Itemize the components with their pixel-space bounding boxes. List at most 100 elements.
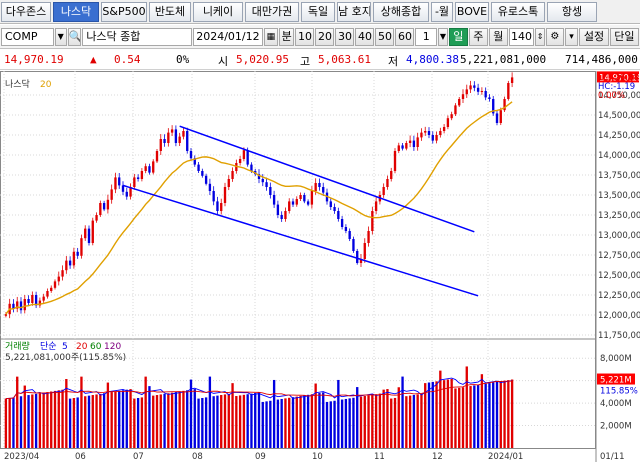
candle-body	[288, 201, 291, 211]
tab-7[interactable]: 남 호지	[337, 1, 371, 22]
candle-body	[148, 166, 151, 173]
volume-bar	[503, 380, 506, 448]
current-price-tag	[597, 71, 639, 83]
volume-bar	[276, 399, 280, 448]
high-value: 5,063.61	[318, 53, 371, 66]
price-pct-label: 0.00%	[598, 91, 625, 101]
volume-value-line: 5,221,081,000주(115.85%)	[5, 352, 126, 363]
volume-bar	[246, 394, 249, 448]
tab-4[interactable]: 니케이	[193, 1, 243, 22]
volume-tick-label: 8,000M	[600, 354, 632, 364]
volume-bar	[76, 397, 79, 448]
period-button-60[interactable]: 60	[395, 27, 415, 46]
candle-body	[314, 183, 317, 191]
period-type-button-0[interactable]: 일	[448, 27, 468, 46]
volume-bar	[204, 397, 208, 448]
volume-ma20-line	[5, 380, 513, 400]
volume-bar	[106, 382, 110, 448]
volume-legend-ma-5: 5	[62, 342, 68, 352]
period-button-50[interactable]: 50	[375, 27, 395, 46]
candle-body	[140, 171, 144, 179]
price-tick-label: 13,500,00	[598, 191, 640, 201]
candle-body	[465, 89, 468, 95]
volume-bar	[348, 398, 351, 448]
volume-bar	[469, 386, 472, 448]
candle-body	[280, 215, 283, 219]
volume-bar	[488, 383, 491, 448]
minute-button[interactable]: 분	[278, 27, 295, 46]
candle-body	[174, 129, 178, 143]
volume-bar	[442, 380, 446, 448]
volume-bar	[299, 395, 302, 448]
candle-body	[499, 110, 502, 123]
tab-8[interactable]: 상해종합	[373, 1, 429, 22]
candle-body	[348, 231, 351, 239]
count-text: 140	[511, 29, 532, 43]
candle-body	[480, 91, 484, 92]
tab-2[interactable]: S&P500	[101, 1, 147, 22]
tab-0[interactable]: 다우존스	[1, 1, 51, 22]
calendar-icon[interactable]: ▦	[264, 27, 278, 46]
volume-bar	[114, 391, 117, 448]
tab-6[interactable]: 독일	[301, 1, 335, 22]
price-volume-chart[interactable]: 14,750,00 14,500,00 14,250,00 14,000,00 13,7…	[0, 71, 640, 462]
volume-bar	[405, 396, 408, 448]
period-button-10[interactable]: 10	[295, 27, 315, 46]
volume-bar	[148, 386, 151, 448]
count-stepper-icon[interactable]: ⇕	[535, 27, 546, 46]
one-field[interactable]: 1	[415, 27, 437, 46]
period-button-30[interactable]: 30	[335, 27, 355, 46]
candle-body	[469, 85, 472, 90]
symbol-dropdown-icon[interactable]: ▼	[54, 27, 67, 46]
volume-bar	[152, 395, 155, 448]
one-dropdown-icon[interactable]: ▼	[437, 27, 448, 46]
volume-bar	[344, 398, 348, 448]
candle-body	[333, 207, 336, 211]
volume-bar	[178, 391, 181, 448]
chart-area[interactable]: 14,750,00 14,500,00 14,250,00 14,000,00 13,7…	[0, 71, 640, 462]
settings-button[interactable]: 설정	[579, 27, 609, 46]
search-icon[interactable]: 🔍	[67, 27, 82, 46]
candle-body	[439, 131, 442, 135]
volume-bar	[235, 396, 238, 448]
tab-3[interactable]: 반도체	[149, 1, 191, 22]
volume-bar	[314, 383, 317, 448]
period-button-40[interactable]: 40	[355, 27, 375, 46]
volume-bar	[507, 380, 510, 448]
tab-10[interactable]: BOVE	[455, 1, 489, 22]
date-input[interactable]: 2024/01/12	[192, 27, 264, 46]
candle-body	[454, 105, 457, 115]
count-input[interactable]: 140	[508, 27, 535, 46]
candle-body	[61, 270, 64, 277]
volume-bar	[458, 387, 461, 448]
volume-bar	[416, 394, 419, 448]
candle-body	[12, 303, 15, 309]
period-type-button-1[interactable]: 주	[468, 27, 488, 46]
volume-current-tag-text: 5,221M	[600, 376, 632, 386]
tab-12[interactable]: 항셍	[547, 1, 597, 22]
tab-1[interactable]: 나스닥	[53, 1, 99, 22]
single-button[interactable]: 단일	[609, 27, 640, 46]
period-type-button-2[interactable]: 월	[488, 27, 508, 46]
period-button-20[interactable]: 20	[315, 27, 335, 46]
gear-icon[interactable]: ⚙	[546, 27, 564, 46]
volume-bar	[269, 400, 272, 448]
volume-bar	[291, 397, 295, 448]
tab-9[interactable]: -월	[431, 1, 453, 22]
candle-body	[114, 177, 117, 190]
settings-dropdown-icon[interactable]: ▾	[564, 27, 579, 46]
volume-bar	[34, 393, 38, 448]
volume-legend-ma-120: 120	[104, 342, 121, 352]
symbol-input[interactable]: COMP	[1, 27, 54, 46]
tab-5[interactable]: 대만가권	[245, 1, 299, 22]
price-tick-label: 14,500,00	[598, 111, 640, 121]
volume-bar	[87, 395, 91, 448]
tab-11[interactable]: 유로스톡	[491, 1, 545, 22]
candle-body	[488, 97, 491, 99]
volume-bar	[484, 383, 487, 448]
volume-bar	[510, 379, 514, 448]
candle-body	[178, 136, 181, 143]
trend-channel-line	[122, 184, 479, 297]
volume-bar	[208, 376, 212, 448]
candle-body	[476, 87, 480, 92]
